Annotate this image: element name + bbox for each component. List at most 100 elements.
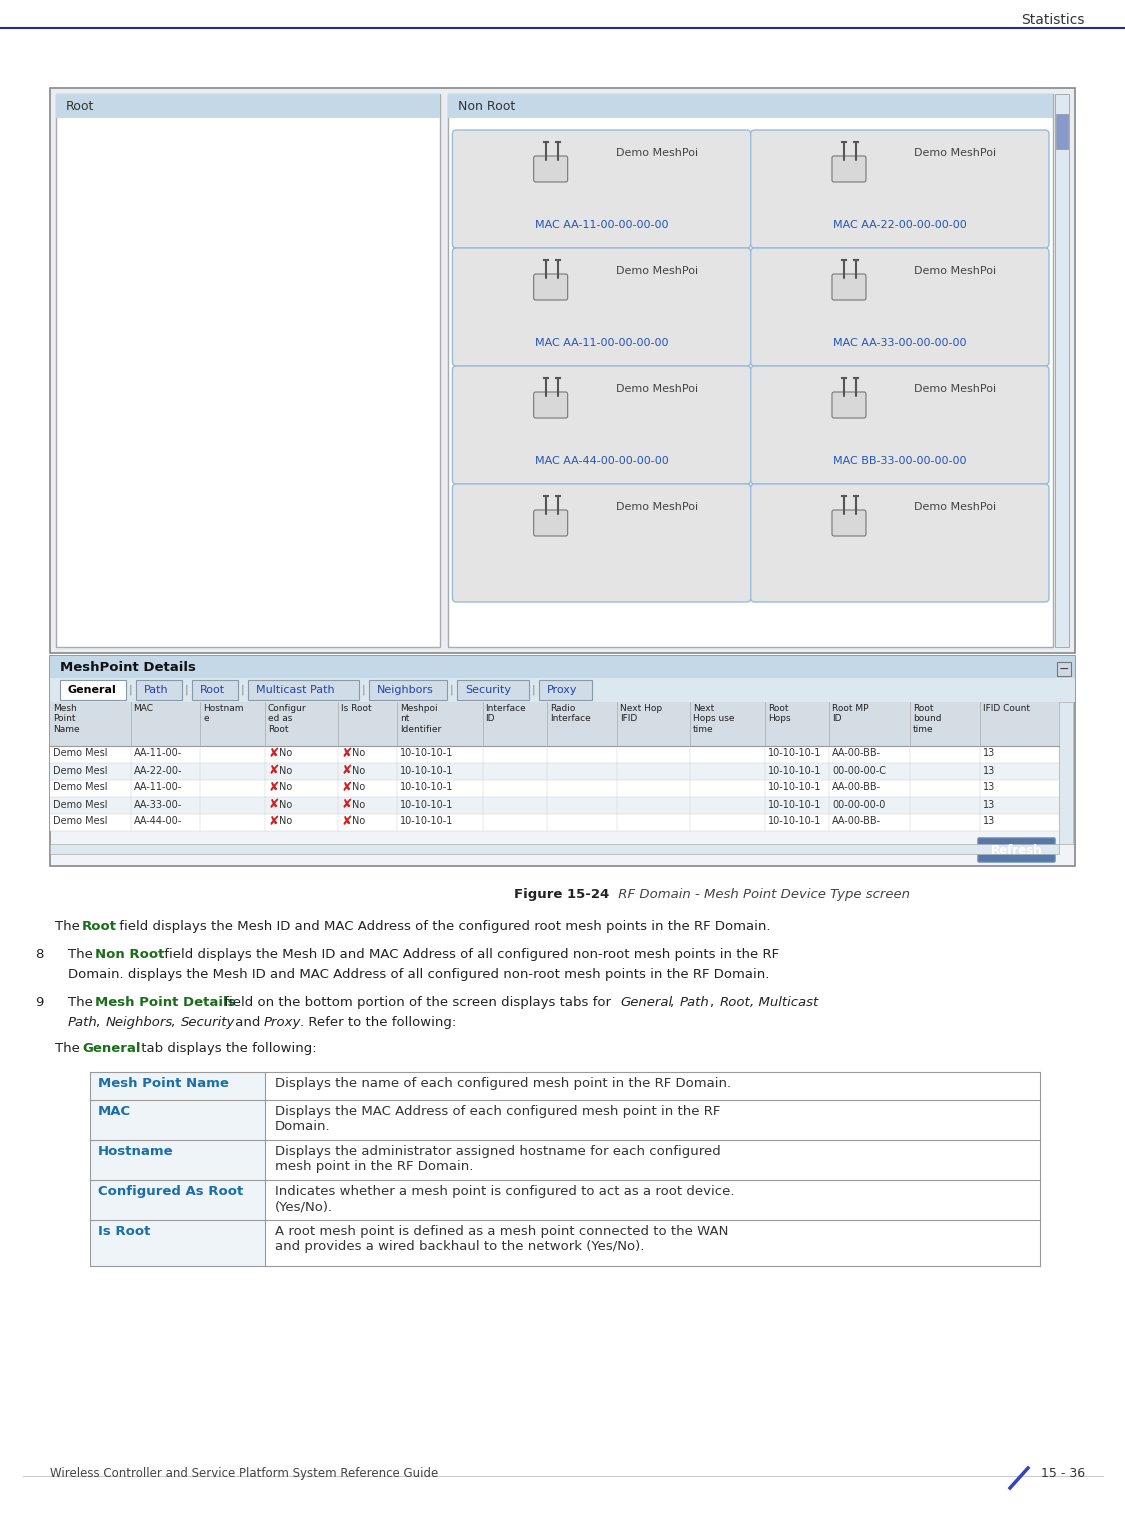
FancyBboxPatch shape [90,1220,266,1266]
Text: Is Root: Is Root [341,704,371,713]
Text: 13: 13 [982,817,994,826]
Text: Root: Root [66,100,95,112]
Text: Meshpoi
nt
Identifier: Meshpoi nt Identifier [399,704,441,733]
Text: 10-10-10-1: 10-10-10-1 [768,748,821,759]
Text: Root MP
ID: Root MP ID [832,704,868,724]
Text: No: No [279,800,291,809]
Text: Statistics: Statistics [1022,14,1084,27]
Text: Wireless Controller and Service Platform System Reference Guide: Wireless Controller and Service Platform… [50,1466,439,1480]
Text: 8: 8 [35,949,44,961]
FancyBboxPatch shape [533,156,568,182]
Text: General: General [82,1041,141,1055]
Text: Root
bound
time: Root bound time [912,704,942,733]
Text: field on the bottom portion of the screen displays tabs for: field on the bottom portion of the scree… [220,996,615,1009]
Text: 10-10-10-1: 10-10-10-1 [768,765,821,776]
Text: ✘: ✘ [269,747,279,761]
Text: MeshPoint Details: MeshPoint Details [60,660,196,674]
Text: ✘: ✘ [342,815,352,827]
Text: Hostnam
e: Hostnam e [204,704,244,724]
Text: 10-10-10-1: 10-10-10-1 [768,782,821,792]
Text: 10-10-10-1: 10-10-10-1 [399,748,453,759]
Text: IFID Count: IFID Count [982,704,1029,713]
FancyBboxPatch shape [56,94,440,647]
Text: Root: Root [199,685,225,695]
Text: Mesh Point Details: Mesh Point Details [94,996,235,1009]
FancyBboxPatch shape [452,247,750,366]
FancyBboxPatch shape [750,131,1048,247]
Text: MAC BB-33-00-00-00-00: MAC BB-33-00-00-00-00 [834,455,966,466]
Text: AA-11-00-: AA-11-00- [134,782,182,792]
Text: 13: 13 [982,765,994,776]
FancyBboxPatch shape [90,1072,266,1101]
Text: ,: , [710,996,719,1009]
Text: No: No [279,748,291,759]
Text: AA-22-00-: AA-22-00- [134,765,182,776]
Text: MAC AA-11-00-00-00-00: MAC AA-11-00-00-00-00 [534,220,668,231]
Text: No: No [352,782,364,792]
Text: The: The [68,949,97,961]
Text: ,: , [96,1016,105,1029]
Text: Proxy: Proxy [264,1016,302,1029]
FancyBboxPatch shape [50,844,1059,855]
Text: 13: 13 [982,782,994,792]
FancyBboxPatch shape [90,1101,266,1140]
FancyBboxPatch shape [457,680,529,700]
Text: AA-00-BB-: AA-00-BB- [832,782,881,792]
Text: AA-33-00-: AA-33-00- [134,800,182,809]
Text: Next Hop
IFID: Next Hop IFID [620,704,661,724]
FancyBboxPatch shape [452,366,750,484]
Text: ,: , [670,996,678,1009]
Text: General: General [68,685,117,695]
Text: Root: Root [82,920,117,934]
Text: Configur
ed as
Root: Configur ed as Root [268,704,306,733]
Text: ✘: ✘ [342,764,352,777]
Text: Next
Hops use
time: Next Hops use time [693,704,735,733]
Text: AA-00-BB-: AA-00-BB- [832,748,881,759]
Text: Demo Mesl: Demo Mesl [53,800,108,809]
Text: The: The [55,920,84,934]
Text: No: No [279,782,291,792]
Text: 00-00-00-0: 00-00-00-0 [832,800,885,809]
FancyBboxPatch shape [191,680,237,700]
Text: ✘: ✘ [342,798,352,811]
Text: Refresh: Refresh [991,844,1042,856]
FancyBboxPatch shape [50,656,1076,680]
Text: MAC: MAC [98,1105,132,1117]
Text: Neighbors: Neighbors [106,1016,173,1029]
Text: Configured As Root: Configured As Root [98,1186,243,1198]
FancyBboxPatch shape [50,814,1059,830]
Text: |: | [361,685,366,695]
Text: Demo MeshPoi: Demo MeshPoi [915,266,997,276]
Text: Radio
Interface: Radio Interface [550,704,591,724]
FancyBboxPatch shape [449,94,1053,647]
FancyBboxPatch shape [452,131,750,247]
Text: Path: Path [680,996,710,1009]
FancyBboxPatch shape [50,656,1076,865]
Text: |: | [241,685,244,695]
Text: ✘: ✘ [269,780,279,794]
FancyBboxPatch shape [533,392,568,417]
Text: . Refer to the following:: . Refer to the following: [300,1016,457,1029]
FancyBboxPatch shape [832,510,866,536]
Text: No: No [279,817,291,826]
Text: Neighbors: Neighbors [377,685,433,695]
FancyBboxPatch shape [750,484,1048,603]
FancyBboxPatch shape [50,764,1059,780]
Text: Path: Path [68,1016,98,1029]
Text: ,: , [171,1016,179,1029]
Text: field displays the Mesh ID and MAC Address of the configured root mesh points in: field displays the Mesh ID and MAC Addre… [115,920,771,934]
Text: 10-10-10-1: 10-10-10-1 [768,817,821,826]
Text: Mesh
Point
Name: Mesh Point Name [53,704,80,733]
Text: Proxy: Proxy [547,685,577,695]
FancyBboxPatch shape [50,780,1059,797]
Text: Demo MeshPoi: Demo MeshPoi [915,502,997,512]
Text: ✘: ✘ [269,764,279,777]
Text: MAC AA-11-00-00-00-00: MAC AA-11-00-00-00-00 [534,339,668,348]
Text: Displays the MAC Address of each configured mesh point in the RF
Domain.: Displays the MAC Address of each configu… [274,1105,720,1132]
FancyBboxPatch shape [449,94,1053,118]
FancyBboxPatch shape [1059,701,1073,844]
FancyBboxPatch shape [50,701,1059,745]
Text: |: | [450,685,453,695]
FancyBboxPatch shape [750,366,1048,484]
Text: General: General [620,996,672,1009]
